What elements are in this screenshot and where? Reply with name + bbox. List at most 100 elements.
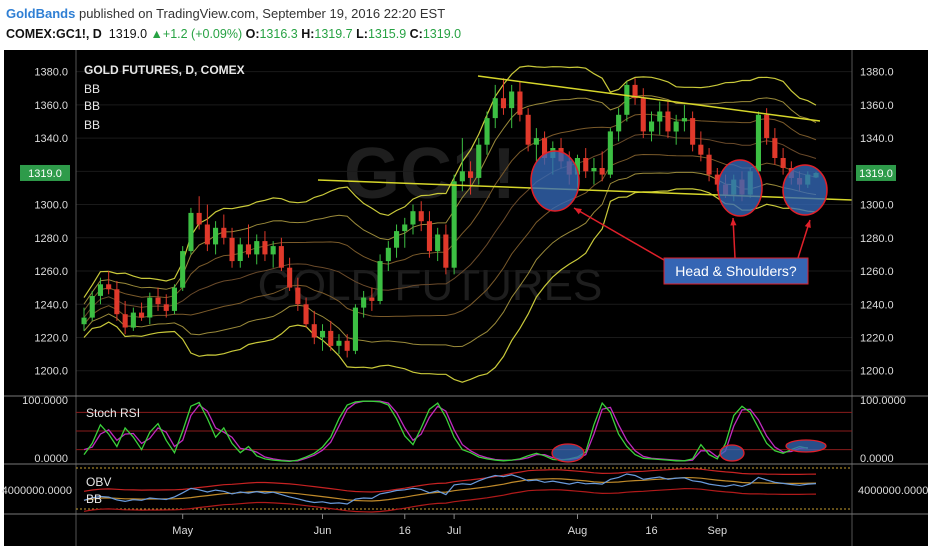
candle-body bbox=[459, 171, 465, 182]
y-tick-label-right: 1360.0 bbox=[860, 100, 894, 112]
candle-body bbox=[155, 297, 161, 305]
candle-body bbox=[171, 287, 177, 311]
low-label: L: bbox=[356, 27, 368, 41]
last-price-tag-left bbox=[20, 164, 70, 181]
y-tick-label-left: 1200.0 bbox=[34, 366, 68, 378]
candle-body bbox=[533, 138, 539, 145]
annotations: Head & Shoulders? bbox=[317, 75, 853, 285]
y-tick-label-left: 1300.0 bbox=[34, 200, 68, 212]
author-link[interactable]: GoldBands bbox=[6, 6, 76, 21]
symbol-label[interactable]: COMEX:GC1!, D bbox=[6, 27, 102, 41]
candle-body bbox=[114, 289, 120, 315]
last-price-label-right: 1319.0 bbox=[859, 168, 893, 180]
candle-body bbox=[426, 221, 432, 252]
candle-body bbox=[262, 241, 268, 255]
candle-body bbox=[139, 312, 145, 318]
arrow-head bbox=[804, 220, 811, 228]
candle-body bbox=[698, 144, 704, 155]
y-tick-label-left: 1240.0 bbox=[34, 299, 68, 311]
y-tick-label-right: 1220.0 bbox=[860, 332, 894, 344]
chart-header: GoldBands published on TradingView.com, … bbox=[0, 0, 932, 48]
candle-body bbox=[509, 91, 515, 109]
candle-body bbox=[607, 131, 613, 175]
candle-body bbox=[377, 261, 383, 301]
y-tick-label-left: 1360.0 bbox=[34, 100, 68, 112]
arrow-head bbox=[730, 218, 737, 226]
callout-box bbox=[663, 257, 809, 285]
last-price-label-left: 1319.0 bbox=[28, 168, 62, 180]
candle-body bbox=[361, 297, 367, 308]
candle-body bbox=[410, 211, 416, 225]
obv-tick-right: 4000000.0000 bbox=[858, 485, 928, 497]
open-label: O: bbox=[245, 27, 260, 41]
open-value: 1316.3 bbox=[259, 27, 298, 41]
candle-body bbox=[320, 330, 326, 338]
obv-pane: OBV BB 4000000.0000 4000000.0000 bbox=[2, 463, 928, 513]
bb-label-2: BB bbox=[84, 99, 100, 113]
candle-body bbox=[690, 118, 696, 145]
candle-body bbox=[517, 91, 523, 115]
low-value: 1315.9 bbox=[367, 27, 407, 41]
candle-body bbox=[599, 168, 605, 175]
candle-body bbox=[435, 234, 441, 252]
candle-body bbox=[311, 324, 317, 338]
obv-bb-upper bbox=[83, 467, 817, 493]
candle-body bbox=[484, 118, 490, 145]
candle-body bbox=[681, 118, 687, 122]
candle-body bbox=[706, 154, 712, 175]
bb-lower-inner bbox=[83, 153, 817, 325]
time-axis: May Jun 16 Jul Aug 16 Sep bbox=[4, 513, 928, 537]
candle-body bbox=[147, 297, 153, 318]
candle-body bbox=[344, 340, 350, 351]
high-label: H: bbox=[301, 27, 315, 41]
obv-bb-basis bbox=[83, 476, 817, 502]
obv-bb-lower bbox=[83, 487, 817, 513]
close-label: C: bbox=[409, 27, 423, 41]
candle-body bbox=[443, 234, 449, 268]
legend: GOLD FUTURES, D, COMEX BB BB BB bbox=[84, 63, 245, 132]
candle-body bbox=[772, 138, 778, 158]
change-value: +1.2 (+0.09%) bbox=[162, 27, 243, 41]
rsi-tick-bottom-left: 0.0000 bbox=[34, 453, 68, 465]
bb-lower-outer bbox=[83, 188, 817, 383]
rsi-tick-bottom-right: 0.0000 bbox=[860, 453, 894, 465]
candle-body bbox=[106, 284, 112, 290]
candle-body bbox=[418, 211, 424, 222]
rsi-label: Stoch RSI bbox=[86, 406, 140, 420]
shoulder-circle bbox=[782, 164, 828, 216]
upper-trendline bbox=[477, 75, 821, 122]
watermark-name: GOLD FUTURES bbox=[258, 261, 603, 310]
stoch-rsi-pane: Stoch RSI 100.0000 0.0000 100.0000 0.0000 bbox=[4, 395, 928, 465]
ohlc-bar: COMEX:GC1!, D 1319.0 ▲+1.2 (+0.09%) O:13… bbox=[6, 27, 461, 41]
candle-body bbox=[394, 231, 400, 248]
neckline bbox=[317, 179, 853, 201]
callout-text: Head & Shoulders? bbox=[675, 263, 797, 279]
candle-body bbox=[632, 84, 638, 99]
candle-body bbox=[525, 114, 531, 145]
high-value: 1319.7 bbox=[314, 27, 353, 41]
x-tick-label: May bbox=[172, 525, 193, 537]
candle-body bbox=[89, 296, 95, 318]
candle-body bbox=[229, 237, 235, 262]
candle-body bbox=[295, 287, 301, 305]
chart-canvas[interactable]: GC1! GOLD FUTURES Head & Shoulders? 1200… bbox=[0, 48, 932, 550]
rsi-circle bbox=[719, 444, 745, 462]
candle-body bbox=[245, 244, 251, 255]
candle-body bbox=[278, 246, 284, 268]
candle-body bbox=[468, 171, 474, 178]
obv-label: OBV bbox=[86, 475, 111, 489]
candle-body bbox=[451, 181, 457, 268]
candle-body bbox=[130, 312, 136, 328]
obv-line bbox=[83, 473, 817, 505]
candle-body bbox=[591, 168, 597, 172]
candle-body bbox=[196, 212, 202, 225]
y-tick-label-right: 1260.0 bbox=[860, 266, 894, 278]
y-tick-label-right: 1340.0 bbox=[860, 133, 894, 145]
publish-info: GoldBands published on TradingView.com, … bbox=[6, 6, 445, 21]
main-grid bbox=[76, 71, 852, 372]
x-tick-label: Sep bbox=[708, 525, 728, 537]
candle-body bbox=[542, 138, 548, 158]
y-tick-label-right: 1240.0 bbox=[860, 299, 894, 311]
candle-body bbox=[188, 212, 194, 252]
candle-body bbox=[352, 307, 358, 351]
